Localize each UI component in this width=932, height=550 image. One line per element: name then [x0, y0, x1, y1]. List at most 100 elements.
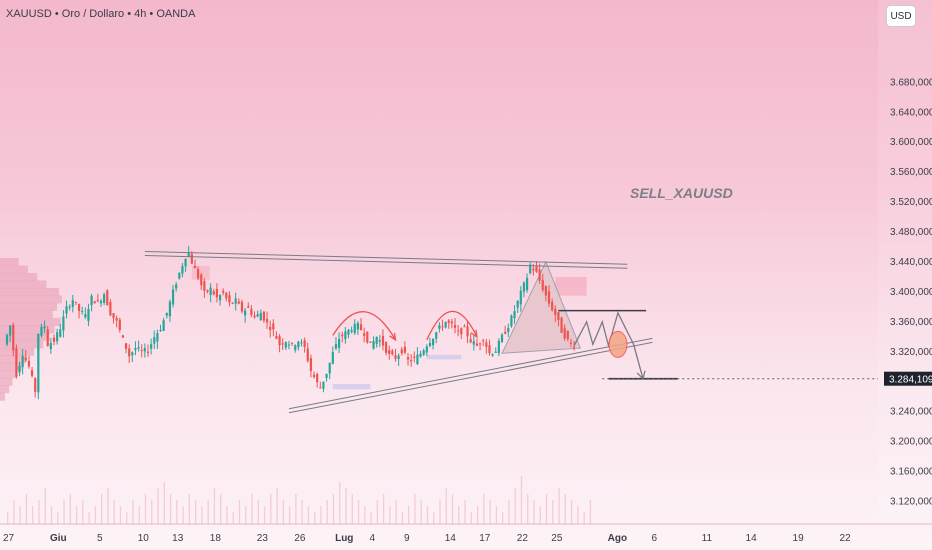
price-tick: 3.560,000: [890, 167, 932, 178]
candle-body: [34, 378, 37, 392]
volume-bar: [370, 512, 372, 524]
candle-body: [68, 306, 71, 308]
volume-bar: [194, 500, 197, 524]
candle-body: [272, 323, 275, 330]
candle-body: [444, 321, 447, 328]
candle-body: [56, 332, 59, 342]
date-tick: 18: [210, 533, 222, 544]
volume-bar: [445, 488, 447, 524]
currency-button[interactable]: USD: [886, 5, 916, 27]
candle-body: [234, 298, 237, 304]
volume-bar: [508, 500, 510, 524]
candle-body: [49, 342, 52, 350]
volume-bar: [69, 494, 71, 524]
candle-body: [566, 331, 569, 340]
candle-body: [294, 345, 297, 351]
volume-profile-bar: [0, 258, 19, 266]
volume-bar: [113, 500, 115, 524]
volume-bar: [226, 506, 228, 524]
volume-bar: [414, 494, 416, 524]
volume-profile-bar: [0, 377, 13, 386]
pattern-arc: [426, 310, 478, 341]
candle-body: [222, 290, 225, 293]
price-tick: 3.360,000: [890, 317, 932, 328]
candle-body: [262, 311, 266, 321]
price-tick: 3.240,000: [890, 407, 932, 418]
volume-bar: [119, 506, 122, 524]
candle-body: [46, 329, 49, 346]
candle-body: [12, 324, 15, 351]
date-tick: 10: [138, 533, 150, 544]
candle-body: [9, 325, 12, 336]
date-tick: 26: [294, 533, 306, 544]
volume-bar: [401, 512, 404, 524]
volume-profile-bar: [0, 265, 28, 274]
date-tick: 27: [3, 533, 15, 544]
candle-body: [504, 331, 507, 334]
candle-body: [109, 301, 112, 316]
candle-body: [300, 342, 303, 344]
candle-body: [159, 329, 162, 331]
candle-body: [150, 344, 153, 349]
candle-body: [403, 346, 406, 353]
candle-body: [247, 306, 250, 308]
candle-body: [551, 301, 554, 311]
candle-body: [406, 357, 410, 360]
candle-body: [341, 334, 344, 337]
candle-body: [265, 318, 269, 323]
candle-body: [372, 340, 375, 349]
date-tick: 4: [370, 533, 376, 544]
lower-trendline: [288, 337, 653, 410]
date-tick: 14: [746, 533, 758, 544]
candle-body: [532, 268, 535, 271]
candle-body: [52, 337, 56, 342]
candle-body: [384, 342, 388, 353]
candle-body: [209, 287, 212, 296]
candle-body: [103, 294, 106, 303]
candle-body: [378, 340, 381, 342]
volume-bar: [238, 500, 241, 524]
demand-zone: [426, 354, 462, 360]
price-tick: 3.480,000: [890, 227, 932, 238]
candle-body: [353, 323, 356, 334]
candle-body: [153, 337, 156, 344]
candle-body: [168, 301, 172, 317]
candle-body: [563, 327, 566, 339]
volume-bar: [307, 506, 310, 524]
upper-trendline: [144, 251, 628, 265]
candle-body: [253, 315, 256, 318]
candle-body: [544, 286, 547, 296]
candle-body: [560, 317, 563, 333]
volume-bar: [207, 500, 209, 524]
volume-bar: [263, 506, 266, 524]
candle-body: [554, 308, 557, 315]
candle-body: [325, 373, 328, 378]
volume-bar: [144, 494, 147, 524]
candle-body: [312, 374, 316, 377]
candle-body: [322, 381, 325, 389]
volume-bar: [545, 494, 548, 524]
candle-body: [259, 312, 262, 321]
candle-body: [112, 313, 115, 318]
price-tick: 3.200,000: [890, 437, 932, 448]
supply-zone-left: [191, 265, 210, 280]
volume-bar: [176, 500, 178, 524]
candle-body: [347, 329, 350, 335]
candle-body: [525, 277, 529, 291]
volume-bar: [527, 494, 529, 524]
candle-body: [74, 301, 78, 303]
candle-body: [460, 328, 463, 335]
volume-bar: [44, 488, 46, 524]
volume-bar: [577, 506, 579, 524]
candle-body: [375, 337, 378, 344]
candle-body: [331, 352, 334, 364]
volume-bar: [151, 500, 153, 524]
circle-marker: [608, 330, 628, 358]
candle-body: [193, 265, 197, 269]
volume-bar: [533, 500, 535, 524]
price-tick: 3.400,000: [890, 287, 932, 298]
triangle-pattern: [501, 260, 582, 354]
volume-bar: [282, 500, 285, 524]
candle-body: [472, 341, 475, 345]
